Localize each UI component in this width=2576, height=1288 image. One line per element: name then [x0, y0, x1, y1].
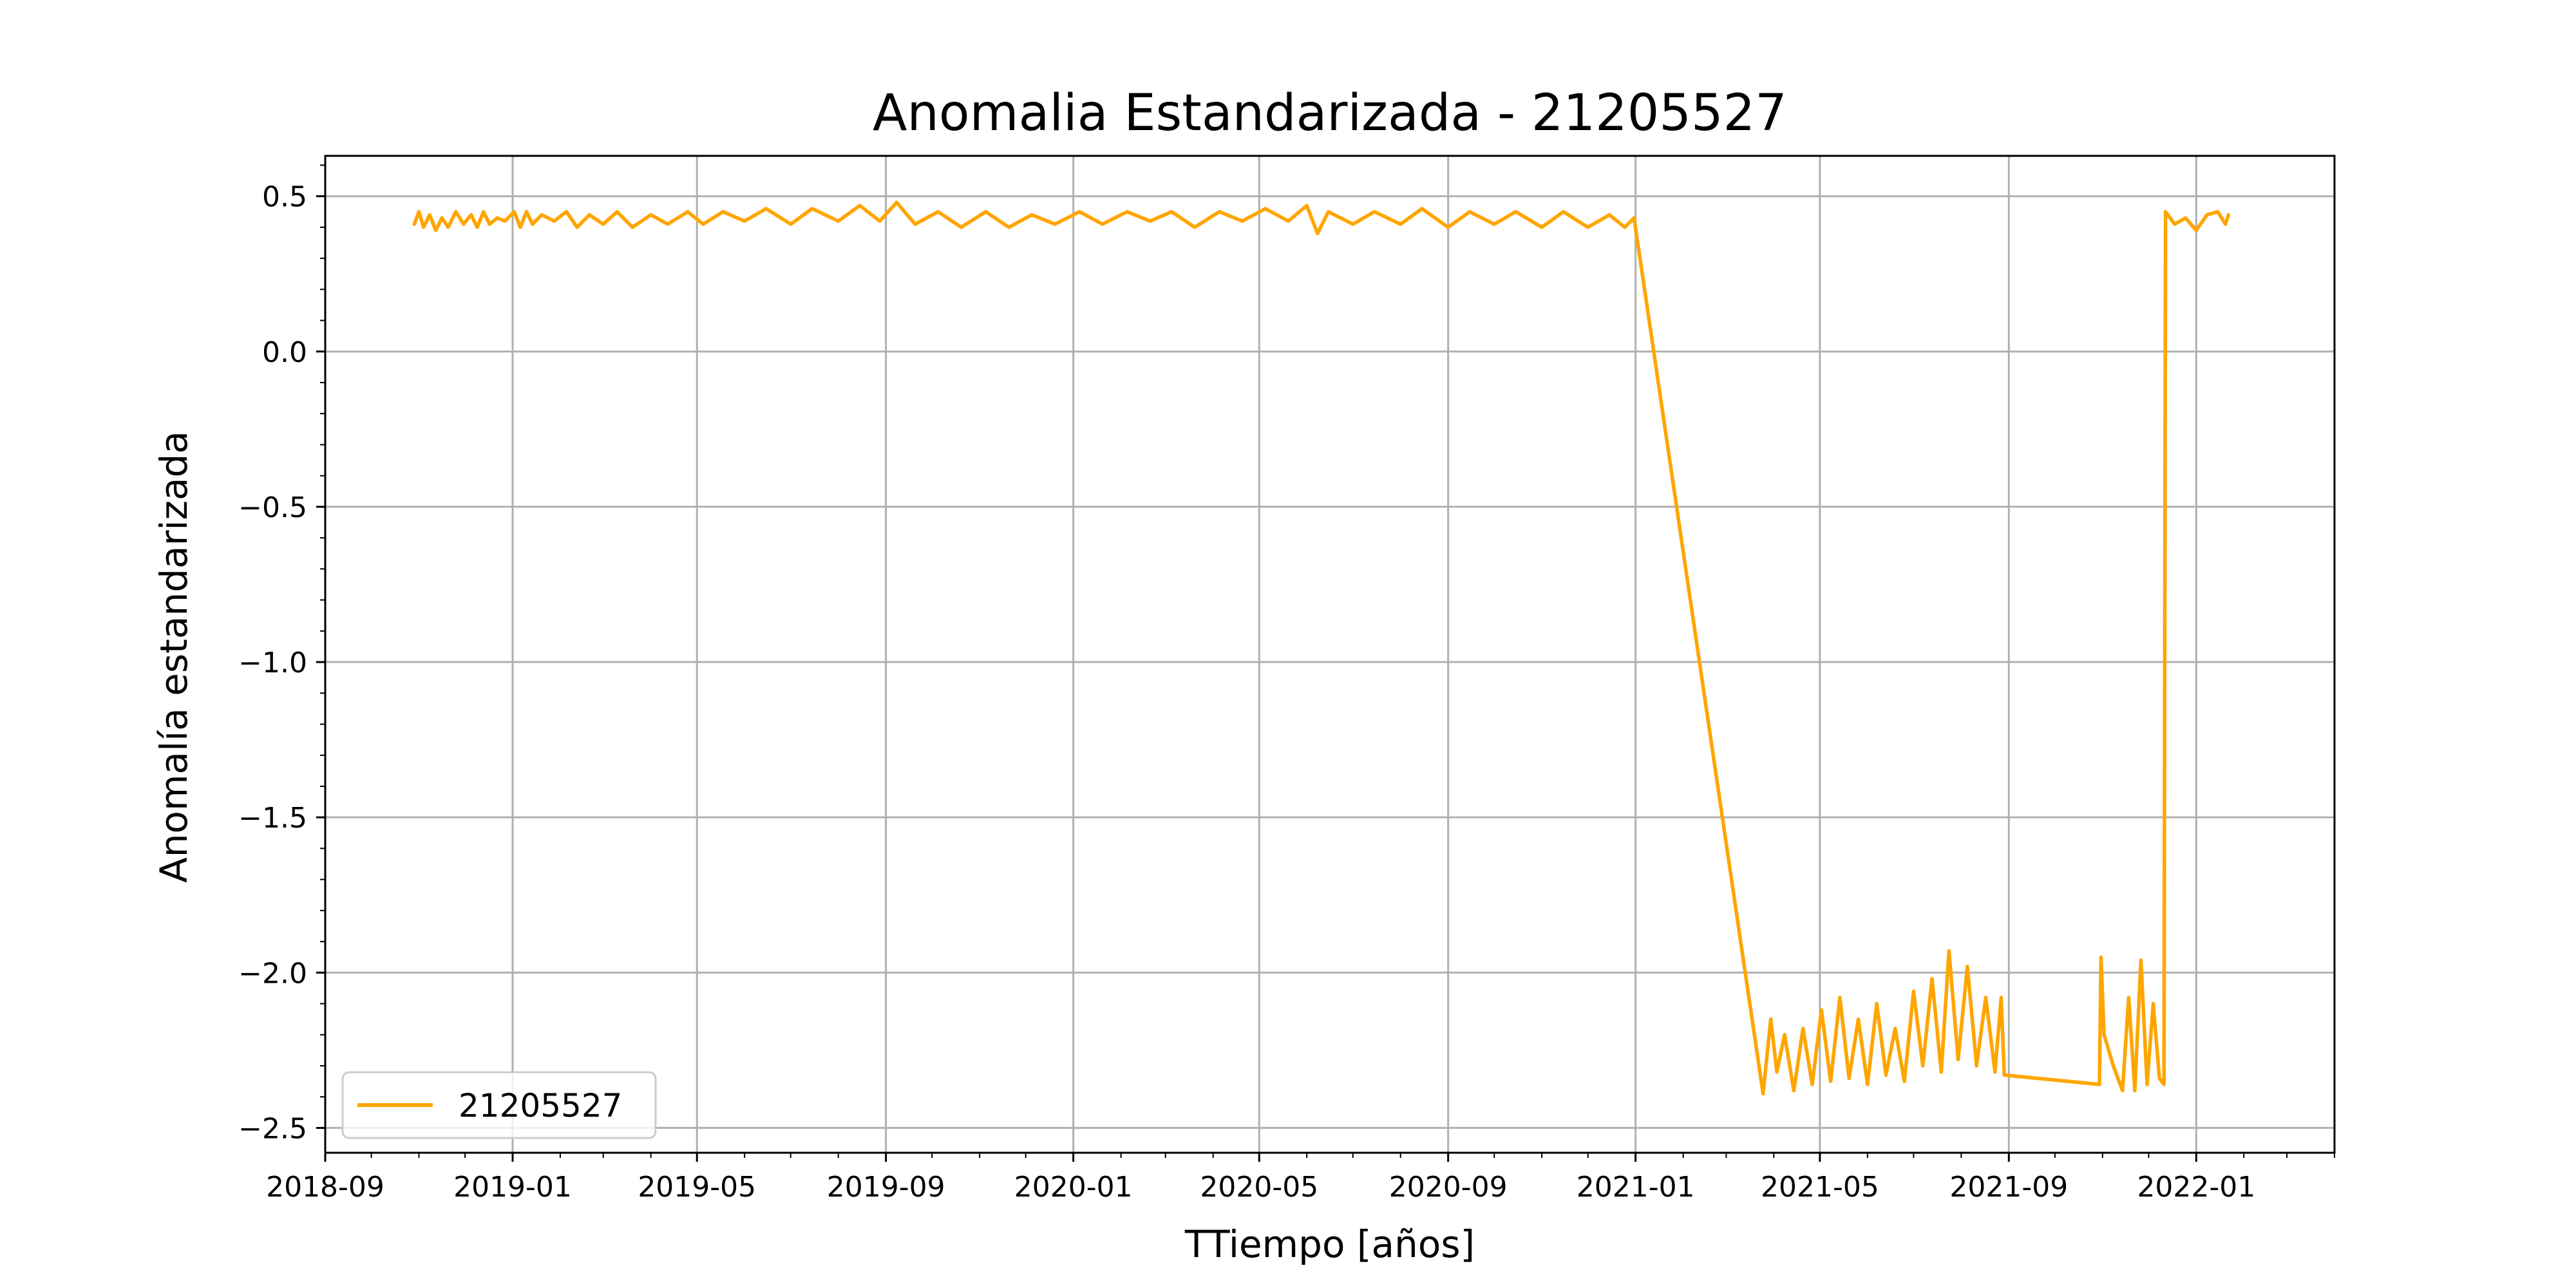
legend-box	[341, 1071, 657, 1139]
y-tick-label: −2.0	[238, 957, 307, 990]
legend-label: 21205527	[459, 1087, 623, 1124]
x-tick-label: 2022-01	[2137, 1171, 2255, 1204]
y-tick-label: 0.0	[262, 336, 307, 369]
x-tick-label: 2020-01	[1014, 1171, 1133, 1204]
x-tick-label: 2020-05	[1200, 1171, 1318, 1204]
chart-title: Anomalia Estandarizada - 21205527	[873, 84, 1787, 142]
x-tick-label: 2020-09	[1389, 1171, 1508, 1204]
x-tick-label: 2018-09	[266, 1171, 384, 1204]
x-tick-label: 2019-01	[453, 1171, 572, 1204]
y-tick-label: −0.5	[238, 491, 307, 524]
x-tick-label: 2021-05	[1761, 1171, 1879, 1204]
x-tick-label: 2019-05	[638, 1171, 756, 1204]
y-axis-title: Anomalía estandarizada	[152, 431, 196, 883]
x-tick-label: 2021-09	[1949, 1171, 2068, 1204]
x-tick-label: 2021-01	[1577, 1171, 1695, 1204]
y-tick-label: −2.5	[238, 1112, 307, 1145]
plot-area	[412, 200, 2231, 1096]
x-axis-title: TTiempo [años]	[1184, 1222, 1475, 1266]
y-tick-label: −1.5	[238, 802, 307, 835]
x-tick-label: 2019-09	[827, 1171, 945, 1204]
series-line-21205527	[412, 200, 2231, 1096]
axes-frame	[324, 155, 2336, 1154]
grid-lines	[324, 156, 2334, 1153]
x-axis: 2018-09 2019-01 2019-05 2019-09 2020-01 2020-…	[266, 1153, 2335, 1204]
y-tick-label: −1.0	[238, 647, 307, 679]
legend: 21205527	[341, 1071, 657, 1139]
y-axis: 0.5 0.0 −0.5 −1.0 −1.5 −2.0 −2.5	[238, 164, 325, 1145]
y-tick-label: 0.5	[262, 181, 307, 214]
